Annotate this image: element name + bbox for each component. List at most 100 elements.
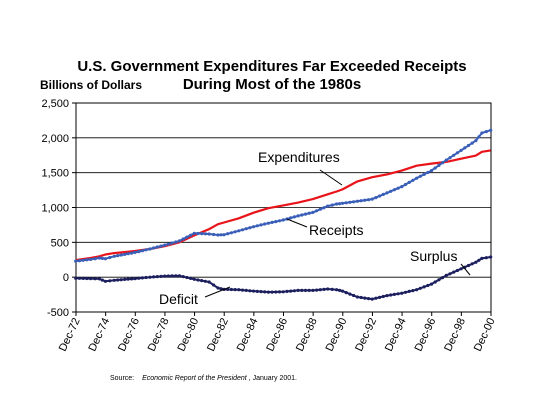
marker-receipts-26-3 <box>426 170 430 175</box>
y-tick-label-6: -500 <box>47 307 69 319</box>
marker-balance-1-0 <box>89 277 93 281</box>
y-axis-label: Billions of Dollars <box>40 78 142 92</box>
marker-receipts-26-1 <box>418 174 422 178</box>
marker-receipts-5-0 <box>133 250 137 254</box>
marker-receipts-22-3 <box>366 198 371 202</box>
marker-receipts-0-2 <box>81 258 85 262</box>
series-markers <box>74 128 493 301</box>
marker-balance-end <box>489 255 493 259</box>
marker-receipts-21-2 <box>348 200 352 204</box>
marker-receipts-14-1 <box>255 224 259 228</box>
marker-balance-25-0 <box>400 291 404 295</box>
marker-balance-3-0 <box>103 279 107 283</box>
marker-receipts-7-1 <box>166 242 170 246</box>
marker-balance-22-0 <box>355 295 359 299</box>
series-line-expenditures <box>75 149 491 262</box>
marker-balance-28-1 <box>448 272 452 276</box>
marker-balance-24-1 <box>389 293 393 297</box>
marker-receipts-13-3 <box>248 226 252 230</box>
marker-balance-5-3 <box>144 275 148 280</box>
marker-balance-27-2 <box>437 278 441 282</box>
marker-balance-0-3 <box>85 276 89 281</box>
marker-receipts-23-3 <box>381 192 385 196</box>
marker-balance-10-0 <box>207 280 211 284</box>
marker-receipts-11-0 <box>216 233 220 237</box>
marker-balance-31-1 <box>484 256 488 260</box>
source-prefix: Source: <box>110 375 134 382</box>
marker-receipts-6-1 <box>152 246 156 250</box>
marker-receipts-15-3 <box>277 219 282 223</box>
y-tick-label-2: 1,500 <box>41 168 69 180</box>
marker-receipts-30-0 <box>474 139 478 143</box>
marker-receipts-4-5 <box>130 251 134 255</box>
marker-balance-14-0 <box>252 289 256 293</box>
x-tick-label-8: Dec-88 <box>294 316 320 353</box>
marker-receipts-7-3 <box>174 240 178 244</box>
marker-receipts-7-2 <box>170 241 174 245</box>
marker-balance-20-0 <box>335 288 339 292</box>
marker-receipts-15-0 <box>266 221 270 225</box>
marker-balance-27-1 <box>433 280 437 284</box>
marker-balance-0-0 <box>74 276 78 280</box>
marker-receipts-25-2 <box>407 180 411 184</box>
annotation-surplus: Surplus <box>410 248 457 264</box>
marker-receipts-23-2 <box>378 194 382 198</box>
marker-balance-2-0 <box>97 277 102 281</box>
marker-balance-25-3 <box>411 289 415 293</box>
marker-balance-4-5 <box>130 277 134 281</box>
marker-receipts-14-0 <box>252 225 256 229</box>
marker-balance-20-1 <box>338 288 342 292</box>
marker-receipts-19-0 <box>326 204 330 208</box>
marker-receipts-3-1 <box>108 255 112 260</box>
marker-balance-28-3 <box>455 268 459 273</box>
x-tick-label-0: Dec-72 <box>57 316 83 353</box>
marker-receipts-3-0 <box>103 257 107 261</box>
marker-receipts-27-0 <box>429 169 434 173</box>
marker-balance-16-1 <box>285 289 289 293</box>
x-tick-label-4: Dec-80 <box>175 316 201 353</box>
marker-balance-4-4 <box>126 277 130 281</box>
marker-balance-2-1 <box>100 278 104 282</box>
x-tick-label-9: Dec-90 <box>324 316 350 353</box>
source-suffix: , January 2001. <box>249 375 297 382</box>
x-tick-label-11: Dec-94 <box>383 316 409 353</box>
marker-receipts-8-0 <box>177 239 182 243</box>
marker-balance-15-1 <box>270 290 274 294</box>
marker-receipts-15-1 <box>270 220 274 224</box>
marker-receipts-18-0 <box>311 210 315 214</box>
marker-receipts-12-0 <box>222 233 226 237</box>
marker-receipts-23-1 <box>374 196 378 200</box>
marker-receipts-4-1 <box>116 254 120 258</box>
marker-receipts-27-1 <box>433 166 437 170</box>
marker-balance-26-1 <box>418 286 422 290</box>
marker-balance-18-0 <box>311 288 315 292</box>
marker-balance-19-0 <box>326 287 330 291</box>
marker-receipts-18-2 <box>318 207 322 211</box>
marker-receipts-25-0 <box>400 185 404 189</box>
marker-balance-14-1 <box>255 289 259 293</box>
marker-balance-7-2 <box>170 274 174 278</box>
marker-balance-13-1 <box>240 288 245 292</box>
marker-balance-4-2 <box>119 278 123 282</box>
marker-balance-23-0 <box>370 297 374 301</box>
marker-receipts-5-3 <box>144 248 148 252</box>
marker-receipts-17-1 <box>300 213 304 217</box>
x-tick-label-13: Dec-98 <box>442 316 468 353</box>
x-tick-label-1: Dec-74 <box>86 316 112 353</box>
marker-balance-7-1 <box>166 274 170 278</box>
gridlines <box>72 102 492 316</box>
marker-receipts-9-3 <box>203 232 207 236</box>
marker-balance-24-3 <box>396 292 400 296</box>
marker-receipts-1-1 <box>93 257 97 261</box>
marker-receipts-31-1 <box>484 130 488 134</box>
marker-receipts-29-1 <box>463 146 467 150</box>
marker-receipts-26-0 <box>415 176 419 180</box>
marker-receipts-11-1 <box>219 233 223 237</box>
x-tick-label-3: Dec-78 <box>146 316 172 353</box>
marker-receipts-12-2 <box>229 231 233 235</box>
marker-balance-22-2 <box>363 296 367 300</box>
marker-receipts-4-0 <box>112 254 116 258</box>
marker-balance-25-1 <box>403 290 408 294</box>
marker-balance-9-2 <box>200 279 204 283</box>
